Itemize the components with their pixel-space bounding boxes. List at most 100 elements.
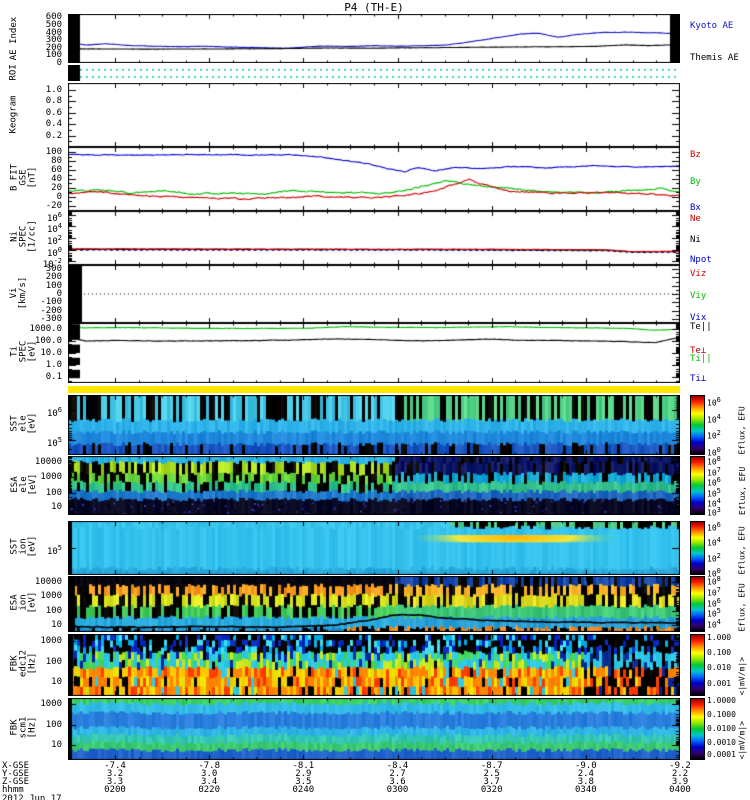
panel-ni: Ni SPEC [1/cc] 106 104 102 100 10-2 Ne Ni Npot [0,211,750,270]
axis-tick-value: 2.5 [483,769,500,779]
ytick-b: 40 [51,174,62,184]
ytick-b: -20 [45,200,62,211]
axis-tick-value: 3.7 [483,777,500,787]
axis-tick-value: -8.4 [386,761,409,771]
ytick-sst_e: 105 [46,436,62,449]
colorbar-tick: 0.0001 [707,750,736,760]
ytick-fbk_s: 100 [45,719,62,730]
ytick-ae: 600 [45,12,62,23]
colorbar-tick: 0.1000 [707,709,736,719]
ae-plot-canvas [68,14,680,63]
colorbar-tick: 106 [707,476,721,488]
colorbar-esa_e [690,456,705,515]
axis-label-roi: ROI [8,64,19,81]
panel-fbk_s: FBK scm1 [Hz] 1000 100 10 1.0000 0.1000 0.0100… [0,696,750,760]
colorbar-tick: 105 [707,607,721,619]
panel-fbk_e: FBK edc12 [Hz] 1000 100 10 1.000 0.100 0.010 0.… [0,632,750,696]
ytick-esa_e: 1000 [40,472,62,483]
colorbar-tick: 103 [707,506,721,518]
colorbar-tick: 104 [707,536,721,549]
colorbar-fbk_e [690,634,705,696]
axis-row-label: Y-GSE [2,769,30,779]
axis-tick-value: 0320 [480,785,503,795]
panel-esa_e: ESA ele [eV] 10000 1000 100 10 108 107 106 105 10… [0,454,750,518]
colorbar-tick: 108 [707,454,721,467]
ytick-ae: 200 [45,42,62,53]
esa_i-plot-canvas [68,576,680,632]
panel-ti: Ti SPEC [eV] 1000.0 100.0 10.0 1.0 0.1 Te|| Te⊥… [0,322,750,384]
ytick-b: 80 [51,156,62,167]
ytick-ae: 0 [56,57,62,68]
colorbar-tick: 0.001 [707,678,732,688]
page-title: P4 (TH-E) [344,1,404,14]
axis-tick-value: 3.4 [201,777,218,787]
colorbar-tick: 0.0010 [707,737,736,747]
ti-plot-canvas [68,323,680,383]
colorbar-tick: 107 [707,465,721,478]
ytick-b: 20 [51,182,62,193]
ytick-ae: 300 [45,35,62,46]
esa_e-plot-canvas [68,456,680,515]
ytick-keo: 0.6 [45,107,62,118]
axis-tick-value: 3.9 [671,777,689,787]
panel-ae: AE Index 600 500 400 300 200 100 0 Kyoto AE Themi… [0,12,750,67]
ytick-keo: 0.2 [45,130,62,141]
colorbar-unit-esa_e: Eflux, EFU [737,466,747,515]
axis-tick-value: 0200 [104,785,126,795]
series-label-npot: Npot [690,254,712,265]
panel-vi: Vi [km/s] 300 200 100 0 -100 -200 -300 Viz Viy Vix [0,265,750,324]
axis-row-label: Z-GSE [2,777,30,787]
ytick-fbk_e: 10 [51,677,62,688]
series-label-kyotoae: Kyoto AE [690,20,734,31]
colorbar-unit-sst_e: Eflux, EFU [737,406,747,455]
axis-tick-value: -7.8 [198,761,220,771]
ytick-vi: -200 [40,305,62,316]
colorbar-tick: 105 [707,486,721,499]
colorbar-tick: 106 [707,596,721,609]
ytick-ti: 1.0 [45,360,62,371]
colorbar-tick: 104 [707,497,721,510]
series-label-viz: Viz [690,268,707,279]
panel-sst_i: SST ion [eV] 105 106 104 102 100 Eflux, EFU [0,521,750,578]
sst_e-plot-canvas [68,395,680,455]
ni-plot-canvas [68,211,680,265]
panel-strip [0,386,750,393]
ytick-esa_i: 1000 [40,591,62,602]
colorbar-tick: 1.000 [707,632,732,642]
keo-plot-canvas [68,83,680,147]
b-plot-canvas [68,147,680,211]
ytick-ae: 100 [45,50,62,61]
ytick-ni: 106 [46,211,62,224]
axis-tick-value: -9.2 [669,761,691,771]
ytick-keo: 1.0 [45,84,62,95]
ytick-b: 0 [56,191,62,202]
colorbar-tick: 100 [707,566,721,579]
colorbar-unit-sst_i: Eflux, EFU [737,526,747,575]
ytick-fbk_e: 100 [45,656,62,667]
ytick-esa_i: 100 [45,605,62,616]
panel-roi: ROI [0,64,750,81]
ytick-ae: 400 [45,27,62,38]
axis-tick-value: -7.4 [104,761,126,771]
ytick-ti: 0.1 [45,372,62,383]
panel-keo: Keogram 1.0 0.8 0.6 0.4 0.2 [0,83,750,147]
axis-tick-value: -8.1 [292,761,315,771]
ytick-ni: 104 [46,222,62,236]
series-label-ne: Ne [690,214,701,225]
ytick-esa_i: 10000 [34,576,62,587]
panel-esa_i: ESA ion [eV] 10000 1000 100 10 108 107 106 105 10… [0,575,750,632]
colorbar-tick: 0.100 [707,647,732,657]
fbk_e-plot-canvas [68,634,680,696]
date-label: 2012 Jun 17 [2,794,62,800]
colorbar-tick: 0.010 [707,663,732,673]
colorbar-tick: 1.0000 [707,696,736,706]
colorbar-tick: 0.0100 [707,724,736,733]
colorbar-tick: 104 [707,412,721,425]
colorbar-unit-fbk_e: <|mV/m|> [737,656,747,696]
colorbar-unit-fbk_s: <|mV/m|> [737,720,747,760]
series-label-by: By [690,177,701,187]
colorbar-fbk_s [690,698,705,760]
ytick-keo: 0.8 [45,96,62,107]
colorbar-tick: 104 [707,617,721,630]
colorbar-sst_e [690,395,705,455]
